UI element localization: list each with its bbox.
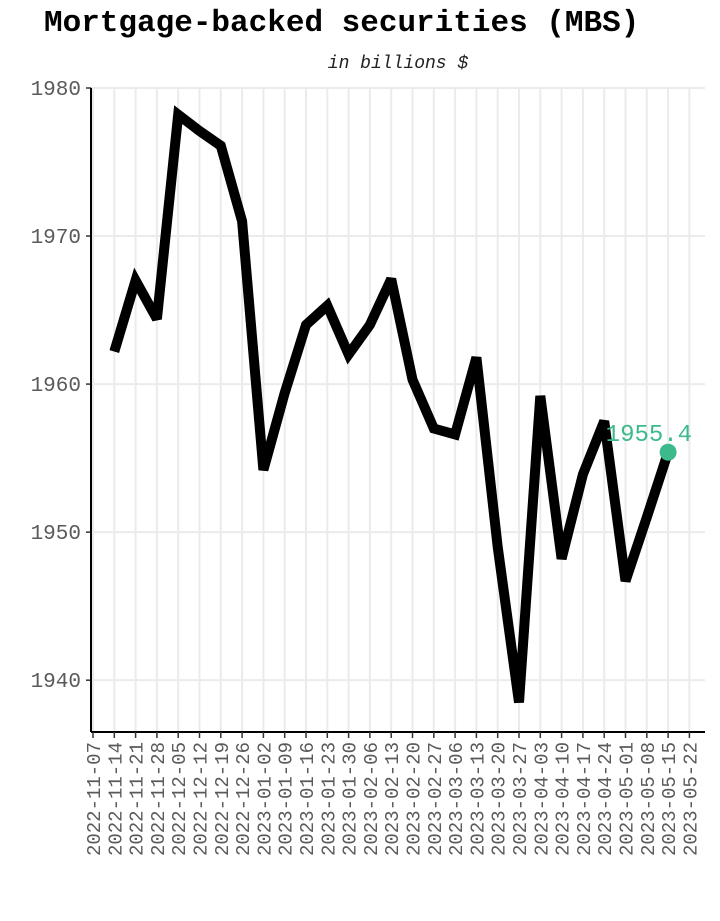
- x-tick-label: 2023-02-27: [425, 742, 447, 856]
- end-value-label: 1955.4: [606, 422, 692, 449]
- y-tick-label: 1940: [31, 671, 81, 694]
- x-tick-label: 2023-03-27: [510, 742, 532, 856]
- x-tick-label: 2022-12-05: [169, 742, 191, 856]
- x-tick-label: 2022-12-12: [191, 742, 213, 856]
- y-tick-label: 1970: [31, 227, 81, 250]
- x-tick-label: 2023-04-24: [595, 742, 617, 856]
- x-tick-label: 2022-12-26: [233, 742, 255, 856]
- x-tick-label: 2023-01-23: [318, 742, 340, 856]
- y-tick-label: 1980: [31, 79, 81, 102]
- axes: [86, 87, 705, 738]
- end-point-marker: [659, 443, 677, 461]
- x-tick-label: 2023-04-17: [574, 742, 596, 856]
- x-tick-label: 2023-01-09: [276, 742, 298, 856]
- x-tick-label: 2023-02-13: [382, 742, 404, 856]
- x-tick-label: 2022-12-19: [212, 742, 234, 856]
- y-tick-label: 1960: [31, 375, 81, 398]
- x-tick-label: 2023-05-01: [617, 742, 639, 856]
- grid-lines: [91, 87, 705, 732]
- x-tick-labels: 2022-11-07 2022-11-14 2022-11-21 2022-11-28…: [84, 742, 702, 856]
- x-tick-label: 2023-02-20: [404, 742, 426, 856]
- x-tick-label: 2023-04-03: [531, 742, 553, 856]
- x-tick-label: 2022-11-28: [148, 742, 170, 856]
- y-tick-labels: 1940 1950 1960 1970 1980: [31, 79, 81, 694]
- x-tick-label: 2023-02-06: [361, 742, 383, 856]
- x-tick-label: 2023-01-02: [254, 742, 276, 856]
- x-tick-label: 2023-03-06: [446, 742, 468, 856]
- chart-subtitle: in billions $: [327, 54, 469, 74]
- series-layer: 1955.4: [109, 105, 692, 704]
- x-tick-label: 2023-04-10: [553, 742, 575, 856]
- x-tick-label: 2023-01-16: [297, 742, 319, 856]
- x-tick-label: 2022-11-21: [127, 742, 149, 856]
- chart-title: Mortgage-backed securities (MBS): [44, 6, 640, 41]
- series-line: [109, 105, 673, 704]
- x-tick-label: 2023-05-15: [659, 742, 681, 856]
- x-tick-label: 2022-11-14: [105, 742, 127, 856]
- y-tick-label: 1950: [31, 523, 81, 546]
- x-tick-label: 2023-05-08: [638, 742, 660, 856]
- x-tick-label: 2022-11-07: [84, 742, 106, 856]
- x-tick-label: 2023-05-22: [680, 742, 702, 856]
- x-tick-label: 2023-03-13: [467, 742, 489, 856]
- x-tick-label: 2023-01-30: [340, 742, 362, 856]
- x-tick-label: 2023-03-20: [489, 742, 511, 856]
